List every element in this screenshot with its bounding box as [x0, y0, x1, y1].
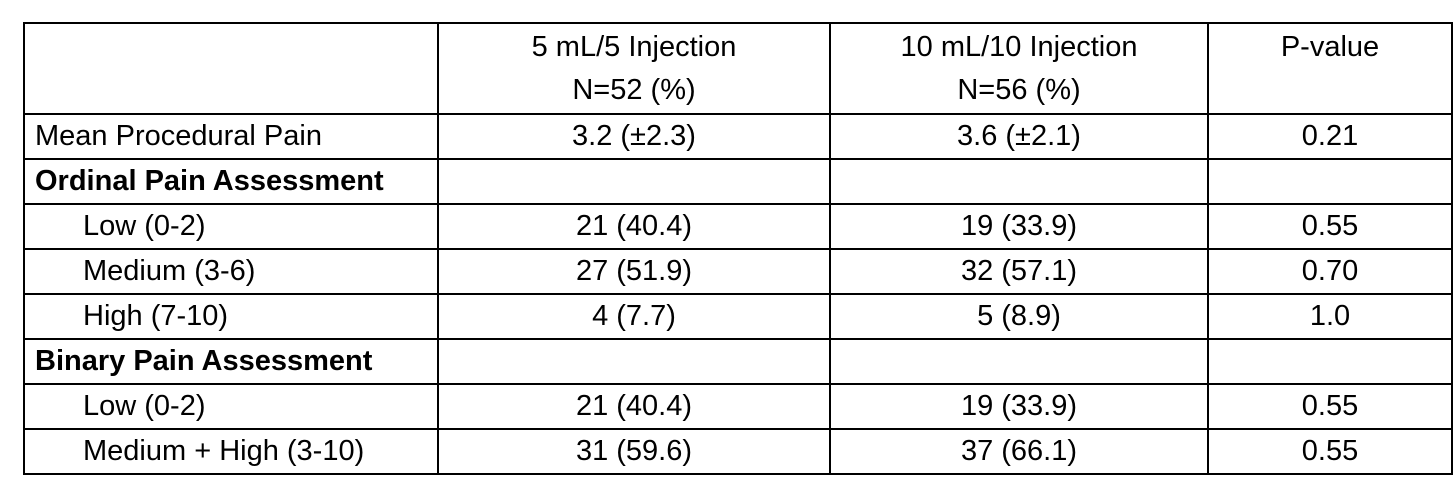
header-5ml-group: 5 mL/5 Injection N=52 (%) — [437, 22, 831, 115]
cell-10ml: 3.6 (±2.1) — [829, 113, 1209, 160]
cell-p-value — [1207, 338, 1453, 385]
header-5ml-n: N=52 (%) — [572, 74, 696, 106]
row-label: Low (0-2) — [23, 203, 439, 250]
header-p-value-label: P-value — [1280, 31, 1380, 63]
header-10ml-group: 10 mL/10 Injection N=56 (%) — [829, 22, 1209, 115]
cell-5ml: 31 (59.6) — [437, 428, 831, 475]
cell-p-value: 1.0 — [1207, 293, 1453, 340]
cell-10ml: 5 (8.9) — [829, 293, 1209, 340]
cell-p-value: 0.55 — [1207, 383, 1453, 430]
table-row: Mean Procedural Pain 3.2 (±2.3) 3.6 (±2.… — [23, 113, 1453, 160]
table-row: Low (0-2) 21 (40.4) 19 (33.9) 0.55 — [23, 203, 1453, 250]
cell-10ml: 32 (57.1) — [829, 248, 1209, 295]
cell-10ml: 19 (33.9) — [829, 383, 1209, 430]
section-row: Binary Pain Assessment — [23, 338, 1453, 385]
row-label: High (7-10) — [23, 293, 439, 340]
cell-10ml: 37 (66.1) — [829, 428, 1209, 475]
cell-p-value — [1207, 158, 1453, 205]
row-label: Medium (3-6) — [23, 248, 439, 295]
cell-p-value: 0.21 — [1207, 113, 1453, 160]
header-empty-cell — [23, 22, 439, 115]
section-label: Ordinal Pain Assessment — [23, 158, 439, 205]
table-row: High (7-10) 4 (7.7) 5 (8.9) 1.0 — [23, 293, 1453, 340]
cell-10ml — [829, 158, 1209, 205]
section-row: Ordinal Pain Assessment — [23, 158, 1453, 205]
row-label: Low (0-2) — [23, 383, 439, 430]
cell-5ml: 21 (40.4) — [437, 203, 831, 250]
header-10ml-n: N=56 (%) — [957, 74, 1081, 106]
cell-p-value: 0.70 — [1207, 248, 1453, 295]
row-label: Medium + High (3-10) — [23, 428, 439, 475]
cell-5ml: 3.2 (±2.3) — [437, 113, 831, 160]
table-row: Low (0-2) 21 (40.4) 19 (33.9) 0.55 — [23, 383, 1453, 430]
cell-5ml: 21 (40.4) — [437, 383, 831, 430]
section-label: Binary Pain Assessment — [23, 338, 439, 385]
header-p-value: P-value — [1207, 22, 1453, 115]
header-5ml-title: 5 mL/5 Injection — [531, 31, 737, 63]
row-label: Mean Procedural Pain — [23, 113, 439, 160]
results-table: 5 mL/5 Injection N=52 (%) 10 mL/10 Injec… — [23, 22, 1453, 475]
cell-10ml — [829, 338, 1209, 385]
cell-p-value: 0.55 — [1207, 203, 1453, 250]
cell-10ml: 19 (33.9) — [829, 203, 1209, 250]
cell-5ml: 4 (7.7) — [437, 293, 831, 340]
table-row: Medium + High (3-10) 31 (59.6) 37 (66.1)… — [23, 428, 1453, 475]
table-row: Medium (3-6) 27 (51.9) 32 (57.1) 0.70 — [23, 248, 1453, 295]
header-10ml-title: 10 mL/10 Injection — [900, 31, 1138, 63]
cell-p-value: 0.55 — [1207, 428, 1453, 475]
cell-5ml: 27 (51.9) — [437, 248, 831, 295]
header-row: 5 mL/5 Injection N=52 (%) 10 mL/10 Injec… — [23, 22, 1453, 115]
cell-5ml — [437, 158, 831, 205]
cell-5ml — [437, 338, 831, 385]
